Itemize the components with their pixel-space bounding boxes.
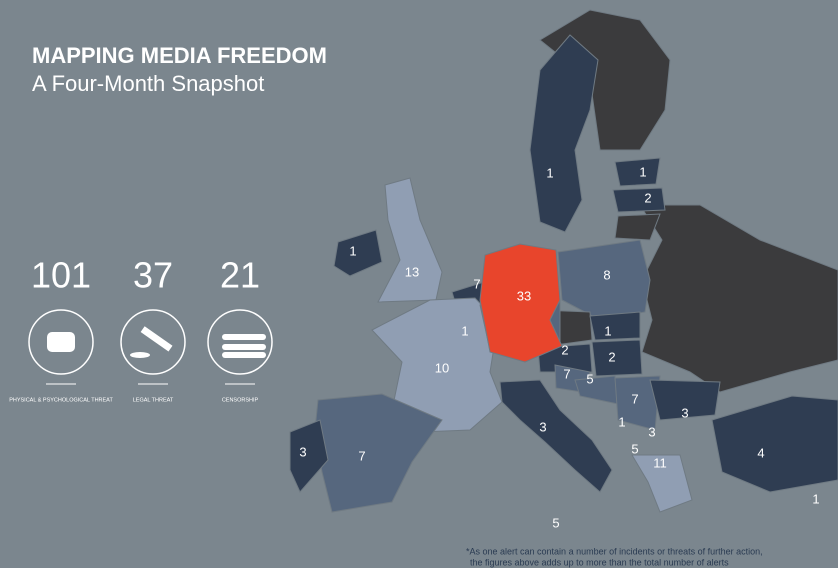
alert-count: 2 bbox=[644, 190, 651, 205]
alert-count: 7 bbox=[358, 448, 365, 463]
alert-count: 3 bbox=[681, 405, 688, 420]
alert-count: 1 bbox=[461, 323, 468, 338]
italy bbox=[499, 379, 613, 493]
subtitle: A Four-Month Snapshot bbox=[32, 71, 264, 96]
stat-label: CENSORSHIP bbox=[222, 397, 259, 403]
alert-count: 5 bbox=[552, 515, 559, 530]
alert-count: 7 bbox=[563, 366, 570, 381]
turkey bbox=[711, 395, 838, 493]
alert-count: 2 bbox=[608, 349, 615, 364]
hungary bbox=[591, 339, 643, 377]
estonia bbox=[614, 157, 661, 187]
censor-bar bbox=[222, 352, 266, 358]
censor-bar bbox=[222, 334, 266, 340]
fist-icon bbox=[47, 332, 75, 352]
footnote: *As one alert can contain a number of in… bbox=[466, 546, 763, 556]
alert-count: 1 bbox=[604, 323, 611, 338]
stat-label: LEGAL THREAT bbox=[133, 397, 174, 403]
alert-count: 3 bbox=[539, 419, 546, 434]
stat-icon bbox=[207, 309, 273, 375]
alert-count: 33 bbox=[517, 288, 531, 303]
alert-count: 2 bbox=[561, 342, 568, 357]
alert-count: 3 bbox=[299, 444, 306, 459]
alert-count: 1 bbox=[639, 164, 646, 179]
footnote: the figures above adds up to more than t… bbox=[470, 557, 729, 567]
alert-count: 8 bbox=[603, 267, 610, 282]
stat-label: PHYSICAL & PSYCHOLOGICAL THREAT bbox=[9, 397, 113, 403]
greece bbox=[631, 454, 693, 513]
germany bbox=[479, 243, 563, 363]
romania-bulgaria bbox=[649, 379, 721, 421]
alert-count: 10 bbox=[435, 360, 449, 375]
map-shapes bbox=[289, 9, 838, 513]
serbia bbox=[614, 375, 661, 431]
latvia bbox=[612, 187, 666, 213]
gavel-icon bbox=[140, 326, 173, 352]
stat-value: 37 bbox=[133, 255, 173, 296]
lithuania bbox=[614, 213, 661, 241]
alert-count: 3 bbox=[648, 424, 655, 439]
poland bbox=[557, 239, 651, 321]
alert-count: 1 bbox=[349, 243, 356, 258]
stat-value: 101 bbox=[31, 255, 91, 296]
stat-icon bbox=[120, 309, 186, 375]
alert-count: 7 bbox=[473, 276, 480, 291]
alert-count: 11 bbox=[653, 455, 667, 470]
alert-count: 4 bbox=[757, 445, 764, 460]
portugal bbox=[289, 419, 329, 493]
alert-count: 5 bbox=[631, 441, 638, 456]
alert-count: 1 bbox=[546, 165, 553, 180]
alert-count: 1 bbox=[812, 491, 819, 506]
stats: 101 PHYSICAL & PSYCHOLOGICAL THREAT 37 LEGA… bbox=[9, 255, 273, 403]
stat-value: 21 bbox=[220, 255, 260, 296]
alert-count: 1 bbox=[618, 414, 625, 429]
censor-bar bbox=[222, 344, 266, 350]
sweden bbox=[529, 34, 599, 233]
gavel-base bbox=[130, 352, 150, 358]
title: MAPPING MEDIA FREEDOM bbox=[32, 43, 327, 68]
ireland bbox=[333, 229, 383, 277]
slovakia bbox=[589, 311, 641, 341]
alert-count: 7 bbox=[631, 391, 638, 406]
alert-count: 13 bbox=[405, 264, 419, 279]
alert-count: 5 bbox=[586, 371, 593, 386]
stat-icon bbox=[28, 309, 94, 375]
